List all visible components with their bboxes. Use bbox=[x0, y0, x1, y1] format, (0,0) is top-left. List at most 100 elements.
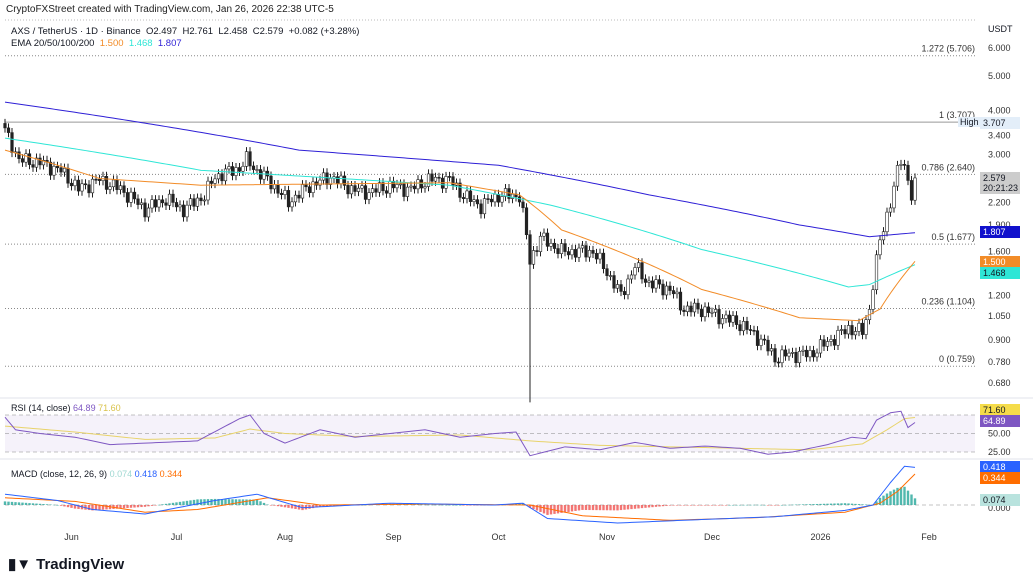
tradingview-logo[interactable]: ▮▼ TradingView bbox=[8, 555, 124, 574]
macd-histogram-bar bbox=[542, 505, 546, 514]
candle-up bbox=[577, 247, 581, 258]
macd-histogram-bar bbox=[840, 503, 843, 505]
candle-up bbox=[741, 321, 746, 332]
countdown: 20:21:23 bbox=[983, 183, 1019, 193]
macd-hist-value: 0.074 bbox=[109, 469, 133, 479]
macd-histogram-bar bbox=[749, 504, 752, 506]
macd-histogram-bar bbox=[532, 505, 535, 510]
fib-level-label: 0 (0.759) bbox=[939, 354, 975, 364]
candle-up bbox=[318, 179, 322, 186]
macd-histogram-bar bbox=[465, 505, 469, 506]
macd-histogram-bar bbox=[731, 504, 735, 506]
candle-down bbox=[384, 190, 389, 194]
macd-histogram-bar bbox=[14, 502, 17, 505]
candle-up bbox=[311, 181, 315, 193]
candle-up bbox=[801, 349, 805, 352]
candle-down bbox=[237, 167, 242, 172]
macd-histogram-bar bbox=[171, 502, 175, 505]
macd-histogram-bar bbox=[17, 502, 21, 505]
macd-histogram-bar bbox=[854, 503, 857, 505]
candle-down bbox=[10, 132, 14, 153]
candle-up bbox=[559, 243, 564, 254]
candle-down bbox=[762, 338, 767, 341]
rsi-ma-line bbox=[4, 417, 916, 451]
candle-down bbox=[55, 165, 60, 169]
candle-up bbox=[129, 191, 133, 203]
candle-up bbox=[580, 245, 585, 249]
macd-histogram-bar bbox=[147, 505, 150, 507]
candle-up bbox=[283, 190, 287, 195]
candle-up bbox=[241, 165, 245, 172]
candle-down bbox=[279, 192, 284, 195]
ema100-tag: 1.468 bbox=[980, 267, 1020, 279]
ema200-tag: 1.807 bbox=[980, 226, 1020, 238]
symbol-legend: AXS / TetherUS · 1D · Binance O2.497 H2.… bbox=[11, 26, 359, 37]
candle-down bbox=[766, 339, 770, 352]
price-tick: 1.050 bbox=[988, 311, 1011, 321]
candle-up bbox=[213, 178, 217, 184]
candle-up bbox=[878, 239, 882, 256]
candle-down bbox=[906, 164, 910, 181]
macd-histogram-bar bbox=[574, 505, 577, 511]
candle-up bbox=[759, 338, 763, 346]
macd-histogram-bar bbox=[294, 505, 297, 509]
macd-histogram-bar bbox=[588, 505, 591, 511]
macd-histogram-bar bbox=[661, 505, 665, 507]
candle-up bbox=[780, 349, 784, 364]
macd-histogram-bar bbox=[563, 505, 567, 513]
macd-histogram-bar bbox=[752, 504, 756, 506]
candle-down bbox=[199, 197, 203, 202]
candle-up bbox=[892, 185, 896, 209]
candle-down bbox=[304, 184, 308, 188]
candle-down bbox=[381, 182, 385, 192]
candle-down bbox=[811, 350, 816, 358]
candle-up bbox=[185, 204, 189, 218]
rsi-tick: 50.00 bbox=[988, 429, 1011, 439]
macd-legend[interactable]: MACD (close, 12, 26, 9) 0.074 0.418 0.34… bbox=[11, 469, 182, 479]
candle-up bbox=[167, 193, 172, 206]
ema200-value: 1.807 bbox=[157, 38, 182, 49]
price-tick: 2.200 bbox=[988, 197, 1011, 207]
macd-histogram-bar bbox=[665, 505, 668, 506]
macd-histogram-bar bbox=[42, 504, 45, 505]
candle-down bbox=[748, 329, 753, 331]
candle-up bbox=[913, 177, 917, 201]
candle-up bbox=[178, 204, 182, 208]
candle-down bbox=[143, 202, 147, 218]
candle-down bbox=[860, 322, 865, 335]
macd-histogram-bar bbox=[833, 503, 836, 505]
macd-histogram-bar bbox=[427, 504, 430, 506]
candle-up bbox=[24, 153, 28, 163]
candle-down bbox=[335, 176, 340, 184]
macd-histogram-bar bbox=[462, 505, 465, 506]
macd-histogram-bar bbox=[287, 505, 290, 508]
macd-histogram-bar bbox=[721, 505, 724, 506]
macd-histogram-bar bbox=[192, 499, 196, 505]
macd-histogram-bar bbox=[518, 503, 521, 505]
candle-up bbox=[367, 192, 371, 200]
candle-up bbox=[626, 278, 630, 296]
rsi-legend[interactable]: RSI (14, close) 64.89 71.60 bbox=[11, 403, 121, 413]
candle-down bbox=[342, 175, 347, 186]
candle-up bbox=[899, 164, 903, 166]
candle-up bbox=[118, 185, 123, 190]
macd-histogram-bar bbox=[577, 505, 581, 511]
price-tick: 4.000 bbox=[988, 105, 1011, 115]
candle-up bbox=[139, 202, 144, 205]
candle-down bbox=[461, 197, 466, 199]
candle-down bbox=[458, 182, 462, 198]
candle-down bbox=[909, 180, 914, 201]
rsi-ma-value: 71.60 bbox=[98, 403, 121, 413]
symbol-name[interactable]: AXS / TetherUS · 1D · Binance bbox=[11, 26, 141, 37]
ema-legend[interactable]: EMA 20/50/100/200 1.500 1.468 1.807 bbox=[11, 38, 182, 49]
candle-up bbox=[549, 242, 553, 247]
macd-histogram-bar bbox=[857, 504, 861, 505]
candle-down bbox=[661, 283, 665, 296]
macd-histogram-bar bbox=[668, 505, 672, 506]
macd-histogram-bar bbox=[199, 499, 203, 505]
candle-down bbox=[451, 176, 455, 186]
macd-histogram-bar bbox=[24, 502, 28, 505]
macd-histogram-bar bbox=[63, 505, 66, 507]
macd-histogram-bar bbox=[182, 501, 185, 505]
